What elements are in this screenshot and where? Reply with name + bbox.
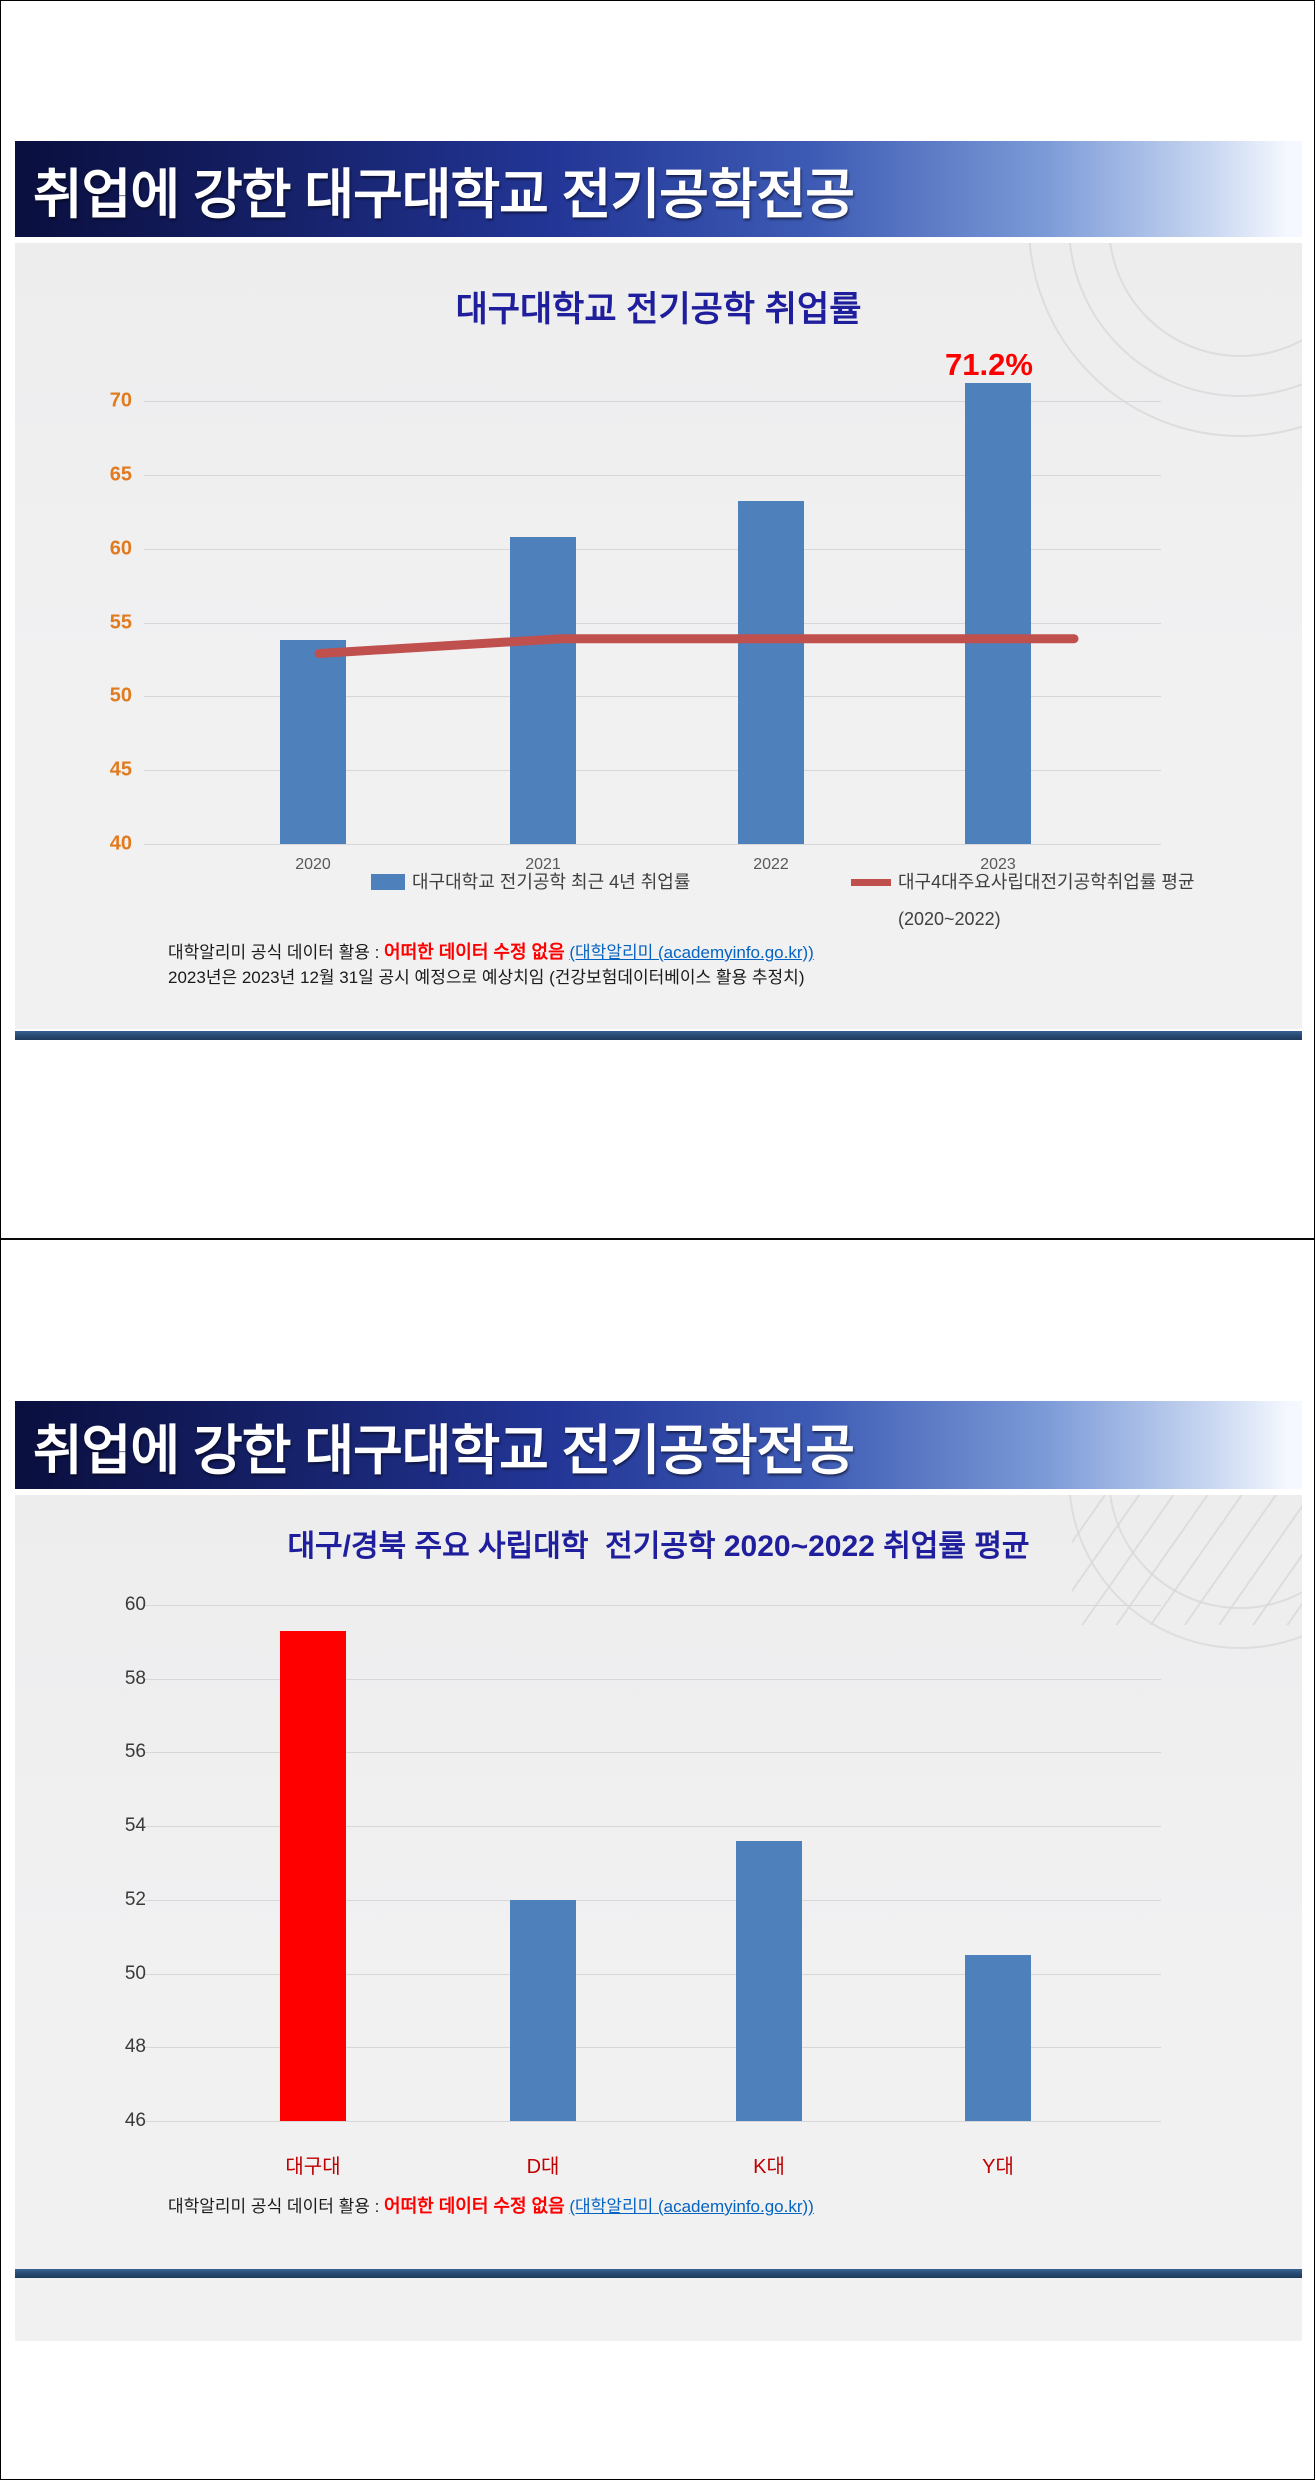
y-axis-tick-label: 65 [109, 463, 132, 486]
x-axis-label: 2020 [295, 856, 331, 873]
gridline [144, 2121, 1161, 2122]
academyinfo-link[interactable]: (대학알리미 (academyinfo.go.kr)) [569, 2197, 814, 2216]
y-axis-tick-label: 48 [124, 2036, 146, 2058]
academyinfo-link[interactable]: (대학알리미 (academyinfo.go.kr)) [569, 943, 814, 962]
x-axis-label: 2022 [753, 856, 789, 873]
legend-line-sublabel: (2020~2022) [898, 908, 1001, 929]
y-axis-tick-label: 55 [109, 611, 132, 633]
page-divider [1, 1238, 1314, 1240]
gridline [144, 1826, 1161, 1828]
chart1-legend-bar-series: 대구대학교 전기공학 최근 4년 취업률 [371, 871, 690, 894]
chart1-plot-area: 40 45 50 55 60 65 70 2020 2021 2022 2023 [110, 383, 1161, 873]
chart2-title: 대구/경북 주요 사립대학 전기공학 2020~2022 취업률 평균 [287, 1530, 1030, 1563]
decor-diagonal-lines [1072, 1495, 1302, 1625]
x-axis-label: 2023 [980, 856, 1016, 873]
gridline [144, 770, 1161, 772]
chart1-title: 대구대학교 전기공학 취업률 [455, 290, 862, 329]
y-axis-tick-label: 50 [124, 1962, 146, 1984]
footnote-line1: 대학알리미 공식 데이터 활용 : 어떠한 데이터 수정 없음 (대학알리미 (… [168, 942, 814, 962]
gridline [144, 622, 1161, 624]
gridline [144, 1973, 1161, 1975]
gridline [144, 474, 1161, 476]
chart1-max-value-label: 71.2% [945, 347, 1033, 382]
y-axis-tick-label: 45 [109, 758, 132, 781]
chart2-plot-area: 46 48 50 52 54 56 58 60 대구대 D대 K대 Y대 [125, 1594, 1161, 2178]
legend-line-label: 대구4대주요사립대전기공학취업률 평균 [898, 872, 1195, 892]
x-axis-label: Y대 [982, 2156, 1014, 2178]
y-axis-tick-label: 56 [124, 1741, 146, 1763]
gridline [144, 1752, 1161, 1754]
bar-2021 [510, 536, 576, 844]
y-axis-tick-label: 52 [124, 1888, 146, 1910]
y-axis-tick-label: 50 [109, 684, 132, 707]
gridline [144, 844, 1161, 845]
y-axis-tick-label: 60 [124, 1594, 146, 1615]
footnote-emphasis: 어떠한 데이터 수정 없음 [384, 2196, 565, 2216]
bar-K대 [736, 1840, 802, 2121]
gridline [144, 548, 1161, 550]
trend-line [314, 634, 1079, 659]
y-axis-tick-label: 70 [109, 389, 132, 412]
x-axis-label: 2021 [525, 856, 561, 873]
slide1-bottom-rule [15, 1031, 1302, 1040]
x-axis-label: 대구대 [285, 2156, 341, 2178]
gridline [144, 1899, 1161, 1901]
slide2-footnote: 대학알리미 공식 데이터 활용 : 어떠한 데이터 수정 없음 (대학알리미 (… [168, 2193, 814, 2220]
slide2-bottom-rule [15, 2269, 1302, 2278]
slide1-banner-title: 취업에 강한 대구대학교 전기공학전공 [33, 164, 855, 225]
y-axis-tick-label: 58 [124, 1667, 146, 1689]
bar-2020 [280, 640, 346, 844]
bar-2022 [738, 501, 804, 844]
footnote-line1: 대학알리미 공식 데이터 활용 : 어떠한 데이터 수정 없음 (대학알리미 (… [168, 2196, 814, 2216]
slide1-title-banner: 취업에 강한 대구대학교 전기공학전공 [15, 141, 1302, 237]
gridline [144, 696, 1161, 698]
bar-2023 [965, 383, 1031, 844]
slide2-banner-title: 취업에 강한 대구대학교 전기공학전공 [33, 1420, 855, 1481]
slide2-title-banner: 취업에 강한 대구대학교 전기공학전공 [15, 1401, 1302, 1489]
gridline [144, 2047, 1161, 2049]
bar-Y대 [965, 1955, 1031, 2121]
footnote-emphasis: 어떠한 데이터 수정 없음 [384, 942, 565, 962]
slide1-footnote: 대학알리미 공식 데이터 활용 : 어떠한 데이터 수정 없음 (대학알리미 (… [168, 939, 814, 990]
footnote-line2: 2023년은 2023년 12월 31일 공시 예정으로 예상치임 (건강보험데… [168, 967, 805, 987]
legend-bar-label: 대구대학교 전기공학 최근 4년 취업률 [412, 872, 691, 892]
bar-대구대 [280, 1630, 346, 2121]
slide2-content-panel: 대구/경북 주요 사립대학 전기공학 2020~2022 취업률 평균 46 48… [15, 1495, 1302, 2341]
chart1-legend-line-series: 대구4대주요사립대전기공학취업률 평균 (2020~2022) [851, 871, 1195, 930]
gridline [144, 1605, 1161, 1606]
bar-D대 [510, 1899, 576, 2121]
line-series-swatch [851, 879, 891, 886]
slide1-content-panel: 대구대학교 전기공학 취업률 71.2% 40 45 50 55 60 65 70 2020 2… [15, 243, 1302, 1029]
bar-series-swatch [371, 874, 405, 890]
x-axis-label: D대 [526, 2156, 560, 2178]
gridline [144, 1678, 1161, 1680]
y-axis-tick-label: 60 [109, 537, 132, 560]
x-axis-label: K대 [753, 2156, 785, 2178]
gridline [144, 401, 1161, 402]
y-axis-tick-label: 40 [109, 832, 132, 855]
y-axis-tick-label: 46 [124, 2110, 146, 2131]
y-axis-tick-label: 54 [124, 1815, 146, 1837]
